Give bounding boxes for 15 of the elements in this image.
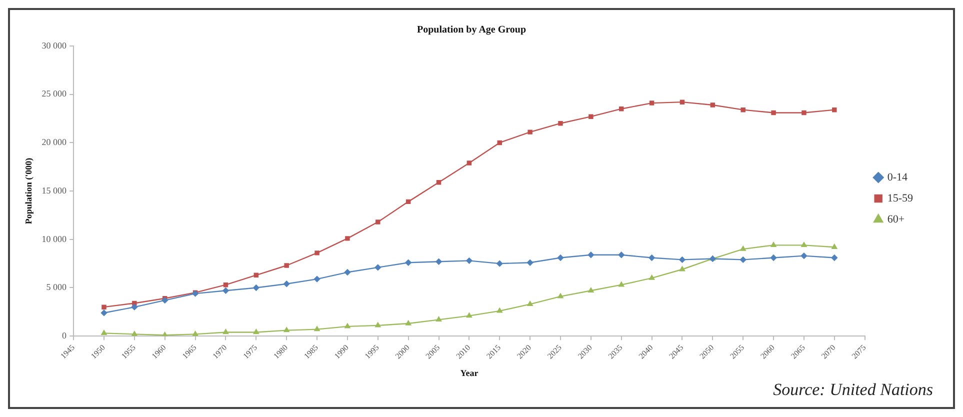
legend-label: 15-59 xyxy=(887,192,914,204)
y-tick-label: 20 000 xyxy=(42,137,68,148)
legend-label: 60+ xyxy=(887,213,905,226)
chart-title: Population by Age Group xyxy=(416,24,526,36)
y-tick-label: 15 000 xyxy=(42,185,68,196)
x-tick-label: 1960 xyxy=(150,343,168,361)
y-tick-label: 25 000 xyxy=(42,88,68,99)
source-note: Source: United Nations xyxy=(773,380,934,399)
y-tick-label: 0 xyxy=(62,330,68,340)
x-axis-title: Year xyxy=(460,368,478,378)
y-tick-label: 30 000 xyxy=(42,40,68,50)
y-tick-label: 10 000 xyxy=(42,234,68,244)
y-tick-label: 5 000 xyxy=(46,282,68,292)
legend-label: 0-14 xyxy=(887,171,908,184)
y-axis-title: Population ('000) xyxy=(24,158,34,224)
